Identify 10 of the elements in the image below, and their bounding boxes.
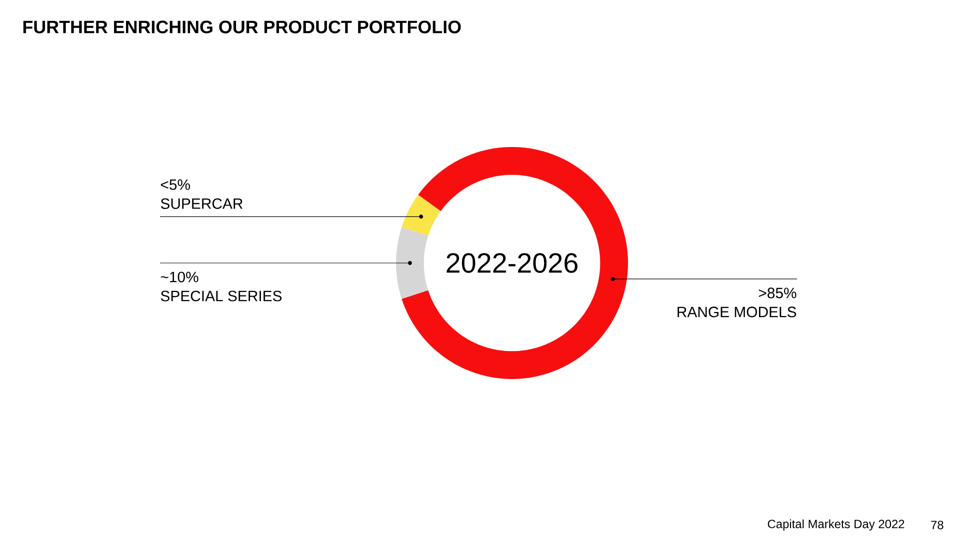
- text: 78: [931, 520, 944, 530]
- data-label: <5%: [160, 179, 190, 190]
- slice-label: SPECIAL SERIES: [160, 290, 282, 302]
- data-label: ~10%: [160, 272, 198, 282]
- slice-label: SUPERCAR: [160, 198, 243, 209]
- text: Capital Markets Day 2022: [768, 519, 904, 531]
- data-label: >85%: [758, 288, 796, 298]
- slice-label: RANGE MODELS: [678, 306, 796, 318]
- chart-title: FURTHER ENRICHING OUR PRODUCT PORTFOLIO: [23, 20, 461, 34]
- text: 2022-2026: [446, 253, 578, 273]
